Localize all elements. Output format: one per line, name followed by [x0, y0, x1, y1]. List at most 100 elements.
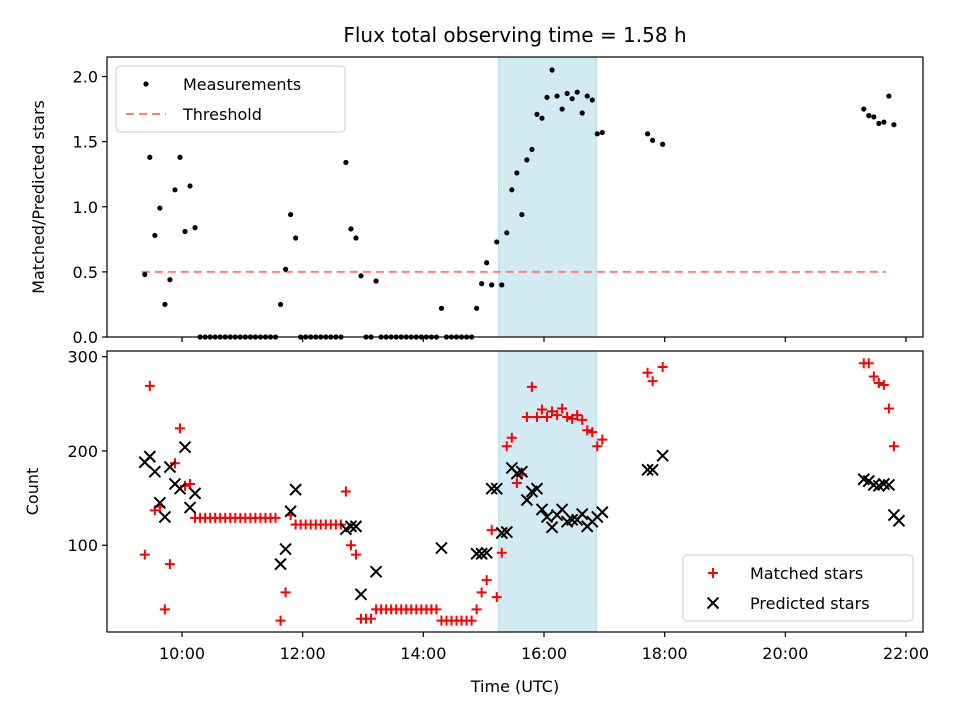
data-point — [369, 565, 383, 578]
data-point — [587, 427, 598, 438]
data-point — [499, 282, 505, 288]
data-point — [172, 187, 178, 193]
data-point — [174, 423, 185, 434]
data-point — [552, 410, 563, 421]
data-point — [188, 487, 202, 500]
data-point — [596, 506, 609, 519]
data-point — [280, 587, 291, 598]
data-point — [144, 380, 155, 391]
x-tick-label: 18:00 — [642, 644, 688, 663]
data-point — [509, 187, 515, 193]
data-point — [519, 211, 525, 218]
data-point — [589, 97, 595, 103]
data-point — [288, 211, 294, 218]
data-point — [143, 450, 157, 463]
data-point — [501, 441, 512, 452]
legend-marker — [706, 596, 720, 610]
data-point — [562, 412, 573, 423]
data-point — [530, 482, 544, 495]
data-point — [521, 412, 532, 423]
data-point — [888, 441, 899, 452]
data-point — [481, 575, 492, 586]
data-point — [147, 154, 153, 160]
legend-box — [682, 554, 914, 622]
data-point — [577, 414, 588, 425]
data-point — [544, 94, 550, 100]
chart-title: Flux total observing time = 1.58 h — [343, 23, 686, 47]
legend-marker — [708, 568, 718, 578]
data-point — [284, 505, 297, 518]
data-point — [540, 510, 554, 524]
data-point — [592, 441, 603, 452]
data-point — [886, 93, 892, 99]
data-point — [470, 547, 483, 560]
data-point — [511, 478, 522, 489]
legend-label: Threshold — [182, 105, 262, 124]
data-point — [435, 541, 448, 555]
data-point — [142, 271, 148, 278]
data-point — [597, 434, 608, 445]
data-point — [177, 154, 183, 160]
legend-marker — [143, 81, 149, 87]
data-point — [164, 559, 175, 570]
data-point — [891, 122, 897, 128]
data-point — [282, 266, 289, 272]
data-point — [531, 412, 542, 423]
data-point — [863, 358, 874, 369]
data-point — [866, 113, 872, 119]
data-point — [289, 483, 302, 496]
data-point — [646, 463, 659, 477]
data-point — [466, 615, 477, 626]
shaded-interval — [498, 350, 597, 633]
y-axis-label: Count — [23, 468, 42, 516]
legend-label: Matched stars — [750, 564, 863, 583]
data-point — [574, 89, 580, 95]
data-point — [500, 525, 514, 539]
legend-box — [115, 65, 346, 133]
data-point — [152, 232, 158, 239]
data-point — [535, 503, 549, 516]
data-point — [343, 159, 349, 166]
data-point — [491, 592, 502, 603]
data-point — [529, 146, 535, 153]
data-point — [526, 381, 537, 392]
y-axis-label: Matched/Predicted stars — [29, 100, 48, 294]
data-point — [153, 496, 167, 510]
data-point — [192, 225, 198, 231]
data-point — [567, 413, 578, 424]
data-point — [479, 281, 485, 287]
data-point — [274, 557, 287, 571]
ratio-panel: 0.0 0.5 1.0 1.5 2.0 Matched/Predicted stars Me… — [29, 56, 924, 347]
data-point — [173, 482, 187, 495]
data-point — [514, 170, 520, 176]
data-point — [293, 235, 299, 241]
data-point — [549, 67, 555, 73]
legend-label: Measurements — [183, 75, 301, 94]
x-tick-label: 16:00 — [521, 644, 567, 663]
data-point — [868, 371, 879, 382]
legend-label: Predicted stars — [750, 594, 870, 613]
data-point — [569, 96, 575, 102]
data-point — [344, 520, 358, 533]
data-point — [892, 514, 906, 527]
y-tick-label: 0.5 — [73, 263, 98, 282]
x-axis-label: Time (UTC) — [470, 677, 559, 696]
data-point — [366, 613, 377, 624]
data-point — [187, 183, 193, 189]
data-point — [158, 510, 172, 524]
series-predicted-stars — [138, 440, 906, 601]
y-tick-label: 1.0 — [73, 198, 98, 217]
data-point — [881, 119, 887, 125]
data-point — [642, 367, 653, 378]
data-point — [650, 137, 656, 143]
x-tick-label: 12:00 — [280, 644, 326, 663]
data-point — [534, 111, 540, 117]
data-point — [656, 449, 669, 462]
data-point — [157, 205, 163, 211]
y-tick-label: 0.0 — [73, 328, 98, 347]
data-point — [178, 440, 192, 454]
data-point — [582, 425, 593, 436]
data-point — [572, 410, 583, 421]
data-point — [882, 478, 896, 492]
data-point — [559, 106, 565, 112]
